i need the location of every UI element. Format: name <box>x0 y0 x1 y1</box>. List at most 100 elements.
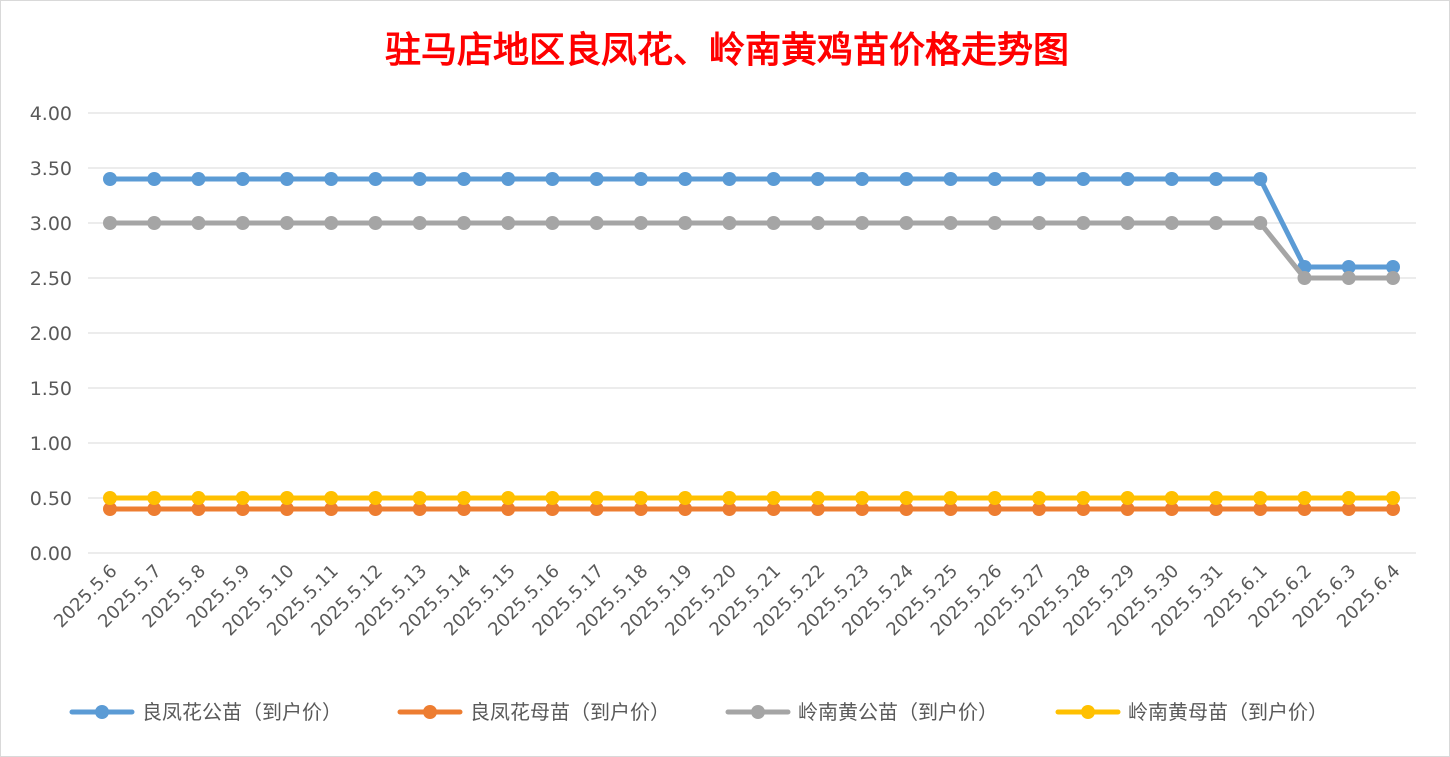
data-point <box>1253 216 1268 230</box>
data-point <box>589 172 604 186</box>
data-point <box>1297 271 1312 285</box>
legend-swatch-marker <box>95 705 109 719</box>
data-point <box>943 216 958 230</box>
data-point <box>1076 172 1091 186</box>
data-point <box>810 491 825 505</box>
data-point <box>324 172 339 186</box>
data-point <box>1164 502 1179 516</box>
data-point <box>191 491 206 505</box>
legend: 良凤花公苗（到户价） 良凤花母苗（到户价） 岭南黄公苗（到户价） 岭南黄母苗（到户价） <box>69 700 1328 724</box>
data-point <box>235 216 250 230</box>
y-tick-label: 4.00 <box>30 103 72 125</box>
data-point <box>1032 172 1047 186</box>
data-point <box>103 172 117 186</box>
legend-label: 岭南黄公苗（到户价） <box>798 700 998 724</box>
series-line <box>107 176 1396 270</box>
data-point <box>1032 502 1047 516</box>
data-point <box>633 491 648 505</box>
data-point <box>810 216 825 230</box>
legend-item: 良凤花公苗（到户价） <box>69 700 342 724</box>
data-point <box>1120 216 1135 230</box>
legend-item: 岭南黄公苗（到户价） <box>725 700 998 724</box>
y-tick-label: 1.00 <box>30 433 72 455</box>
data-point <box>899 502 914 516</box>
data-point <box>810 502 825 516</box>
series-2 <box>103 502 1400 516</box>
legend-swatch-marker <box>423 705 437 719</box>
data-point <box>412 172 427 186</box>
data-point <box>722 502 737 516</box>
data-point <box>545 502 560 516</box>
data-point <box>279 502 294 516</box>
data-point <box>1386 491 1400 505</box>
data-point <box>456 172 471 186</box>
data-point <box>1341 502 1356 516</box>
legend-swatch-marker <box>1081 705 1095 719</box>
data-point <box>1164 491 1179 505</box>
data-point <box>1341 271 1356 285</box>
data-point <box>1120 491 1135 505</box>
data-point <box>633 502 648 516</box>
data-point <box>147 172 162 186</box>
data-point <box>899 491 914 505</box>
data-point <box>987 172 1002 186</box>
y-tick-label: 1.50 <box>30 378 72 400</box>
data-point <box>456 491 471 505</box>
data-point <box>766 172 781 186</box>
y-tick-label: 3.50 <box>30 158 72 180</box>
data-point <box>1209 502 1224 516</box>
data-point <box>456 216 471 230</box>
data-point <box>810 172 825 186</box>
data-point <box>766 216 781 230</box>
data-point <box>1120 502 1135 516</box>
legend-label: 良凤花母苗（到户价） <box>470 700 670 724</box>
data-point <box>147 491 162 505</box>
data-point <box>545 491 560 505</box>
data-point <box>1341 491 1356 505</box>
data-point <box>324 502 339 516</box>
data-point <box>501 502 516 516</box>
data-point <box>1076 491 1091 505</box>
chart-title: 驻马店地区良凤花、岭南黄鸡苗价格走势图 <box>385 29 1069 71</box>
data-point <box>1253 502 1268 516</box>
data-point <box>766 502 781 516</box>
data-point <box>368 172 383 186</box>
data-point <box>1120 172 1135 186</box>
data-point <box>589 216 604 230</box>
data-point <box>678 502 693 516</box>
data-point <box>678 491 693 505</box>
data-point <box>103 502 117 516</box>
legend-item: 岭南黄母苗（到户价） <box>1055 700 1328 724</box>
data-point <box>589 491 604 505</box>
data-point <box>1253 172 1268 186</box>
data-point <box>1032 216 1047 230</box>
y-tick-label: 2.00 <box>30 323 72 345</box>
data-point <box>1209 172 1224 186</box>
series-1 <box>103 172 1400 274</box>
series-3 <box>103 216 1400 285</box>
data-point <box>235 172 250 186</box>
data-point <box>368 216 383 230</box>
series-lines <box>103 172 1400 516</box>
data-point <box>412 216 427 230</box>
data-point <box>1386 260 1400 274</box>
data-point <box>412 502 427 516</box>
data-point <box>987 491 1002 505</box>
data-point <box>1297 491 1312 505</box>
data-point <box>1032 491 1047 505</box>
data-point <box>191 172 206 186</box>
data-point <box>147 502 162 516</box>
legend-swatch-marker <box>751 705 765 719</box>
data-point <box>855 216 870 230</box>
data-point <box>987 502 1002 516</box>
data-point <box>456 502 471 516</box>
data-point <box>279 491 294 505</box>
data-point <box>324 491 339 505</box>
data-point <box>943 172 958 186</box>
data-point <box>589 502 604 516</box>
data-point <box>103 491 117 505</box>
data-point <box>766 491 781 505</box>
data-point <box>1209 216 1224 230</box>
data-point <box>987 216 1002 230</box>
